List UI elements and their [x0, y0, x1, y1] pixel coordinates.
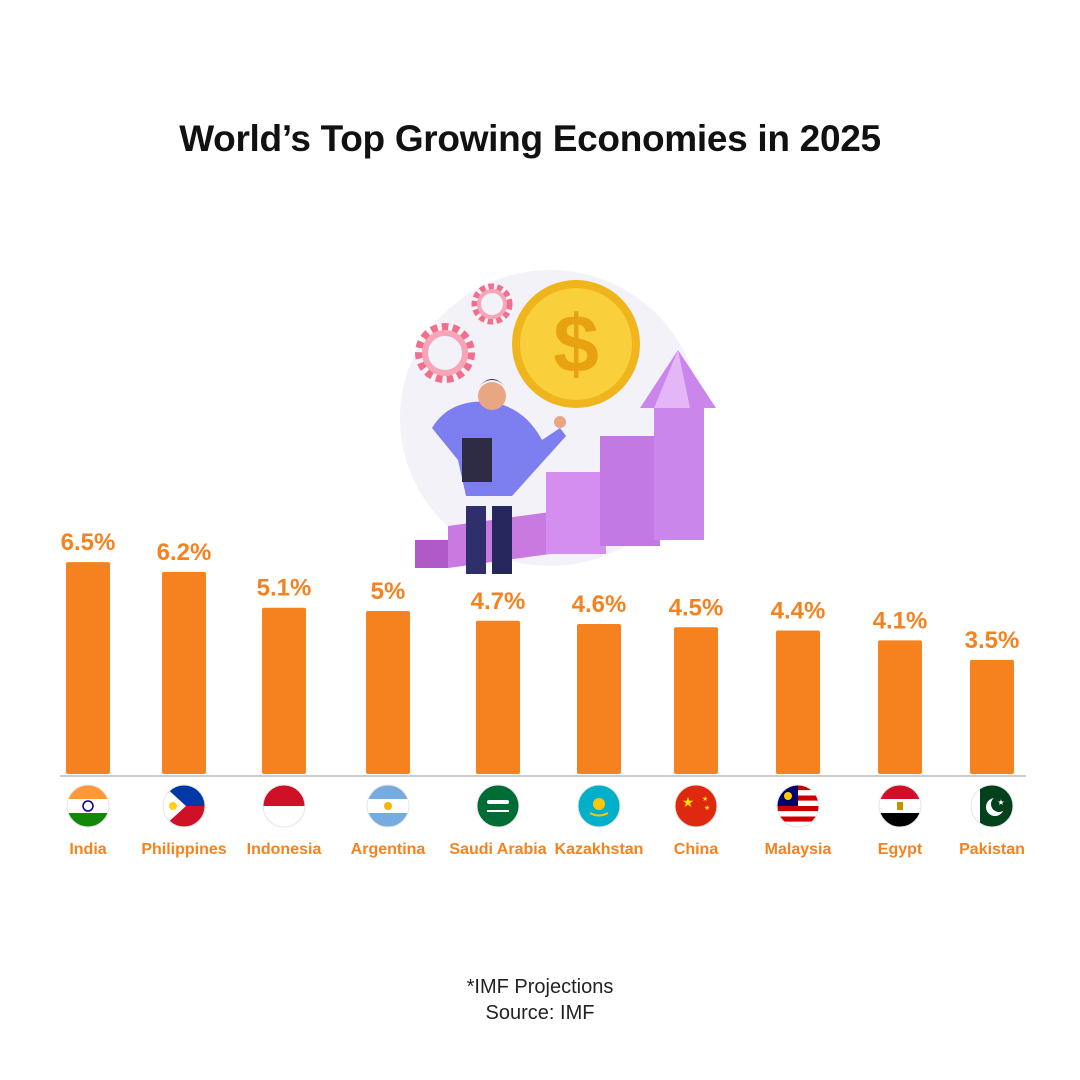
labels-layer: 6.5% India 6.2% Philippines 5.1% Indonesia 5% A…	[61, 529, 1025, 858]
category-label-china: China	[674, 841, 719, 858]
value-label-philippines: 6.2%	[157, 539, 212, 566]
chart-title: World’s Top Growing Economies in 2025	[179, 118, 881, 159]
dollar-coin-icon: $	[512, 280, 640, 408]
bars-layer	[66, 562, 1014, 774]
svg-text:★: ★	[997, 798, 1004, 807]
growth-illustration: $	[400, 270, 716, 574]
bar-pakistan	[970, 659, 1014, 774]
bar-philippines	[162, 571, 206, 774]
footnote-block: *IMF Projections Source: IMF	[0, 974, 1080, 1026]
gear-icon	[415, 283, 513, 383]
value-label-kazakhstan: 4.6%	[572, 591, 627, 618]
kazakhstan-flag-icon	[577, 784, 621, 828]
egypt-flag-icon	[878, 784, 922, 828]
argentina-flag-icon	[366, 784, 410, 828]
pakistan-flag-icon: ★	[970, 784, 1014, 828]
source-text: Source: IMF	[485, 1002, 595, 1024]
value-label-pakistan: 3.5%	[965, 627, 1020, 654]
bar-indonesia	[262, 607, 306, 774]
category-label-argentina: Argentina	[351, 841, 426, 858]
svg-text:$: $	[553, 299, 599, 390]
footnote-text: *IMF Projections	[466, 976, 614, 998]
value-label-india: 6.5%	[61, 529, 116, 556]
businessman-figure	[432, 379, 566, 574]
category-label-india: India	[69, 841, 106, 858]
bar-china	[674, 627, 718, 774]
value-label-argentina: 5%	[371, 578, 406, 605]
bar-egypt	[878, 640, 922, 774]
category-label-malaysia: Malaysia	[765, 841, 832, 858]
bar-argentina	[366, 611, 410, 774]
category-label-saudi-arabia: Saudi Arabia	[449, 841, 546, 858]
bar-malaysia	[776, 630, 820, 774]
value-label-china: 4.5%	[669, 594, 724, 621]
value-label-egypt: 4.1%	[873, 607, 928, 634]
indonesia-flag-icon	[262, 784, 306, 828]
saudi-arabia-flag-icon	[476, 784, 520, 828]
india-flag-icon	[66, 784, 110, 828]
category-label-indonesia: Indonesia	[247, 841, 322, 858]
bar-kazakhstan	[577, 624, 621, 774]
svg-text:★: ★	[702, 795, 708, 803]
category-label-kazakhstan: Kazakhstan	[555, 841, 644, 858]
svg-text:★: ★	[704, 804, 710, 812]
svg-text:★: ★	[682, 795, 695, 811]
category-label-pakistan: Pakistan	[959, 841, 1025, 858]
category-label-philippines: Philippines	[141, 841, 226, 858]
value-label-saudi-arabia: 4.7%	[471, 588, 526, 615]
flags-layer: ★ ★★★	[66, 784, 1014, 828]
bar-india	[66, 562, 110, 774]
value-label-malaysia: 4.4%	[771, 598, 826, 625]
bar-saudi-arabia	[476, 620, 520, 774]
china-flag-icon: ★ ★★	[674, 784, 718, 828]
philippines-flag-icon	[162, 784, 206, 828]
category-label-egypt: Egypt	[878, 841, 923, 858]
value-label-indonesia: 5.1%	[257, 575, 312, 602]
malaysia-flag-icon	[776, 784, 820, 828]
